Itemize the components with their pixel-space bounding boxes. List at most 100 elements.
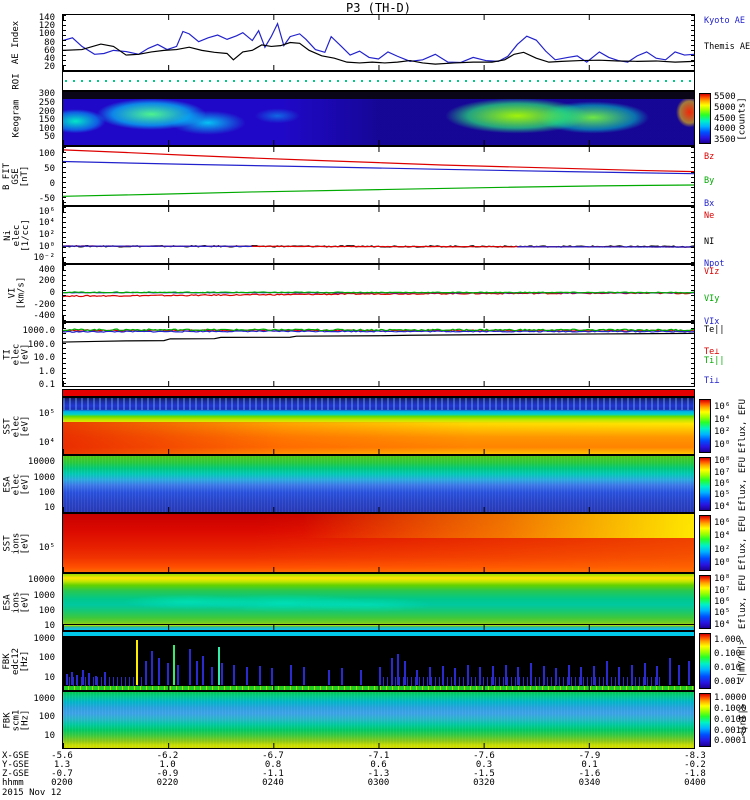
legend-npot: Npot (704, 259, 725, 269)
burst-spike (397, 653, 400, 686)
density-line-plot (63, 207, 694, 263)
fbk1-y-tick-labels: 1000 100 10 (0, 631, 58, 691)
xaxis-value: -5.6 (51, 751, 73, 761)
esa-e-bottom-ticks (63, 507, 694, 512)
tick-label: 50 (44, 163, 55, 174)
colorbar-sst-i-ticks: 10⁶ 10⁴ 10² 10⁰ (714, 515, 748, 571)
burst-spike (245, 667, 248, 686)
legend-ne: Ne (704, 211, 715, 221)
colorbar-sst-ions (699, 515, 711, 571)
xaxis-value: -1.6 (578, 769, 601, 779)
xaxis-value: -8.3 (684, 751, 706, 761)
esa-e-ylabel: ESA elec [eV] (2, 473, 31, 495)
v-right-minor-ticks (691, 265, 694, 321)
tick-label: 1000 (33, 590, 55, 601)
tick-label: 10⁶ (714, 402, 731, 413)
ae-left-minor-ticks (63, 15, 66, 70)
tick-label: 10² (714, 427, 731, 438)
burst-spike (391, 658, 394, 686)
xaxis-value: 0240 (262, 778, 284, 788)
ae-ylabel: AE Index (11, 20, 22, 65)
t-right-minor-ticks (691, 323, 694, 386)
colorbar-esa-e-unit: Eflux, EFU (738, 456, 748, 512)
xaxis-value: -1.5 (473, 769, 495, 779)
tick-label: 100 (38, 606, 55, 617)
tick-label: 10⁵ (714, 490, 731, 501)
xaxis-row-hhmm: hhmm 0200 0220 0240 0300 0320 0340 0400 (0, 778, 750, 788)
panel-fbk-edc12 (62, 631, 695, 691)
xaxis-value: -0.7 (51, 769, 73, 779)
burst-spike (454, 668, 457, 686)
quality-flag-bar (62, 389, 695, 397)
keogram-y-tick-labels: 300 250 200 150 100 50 (0, 89, 58, 146)
burst-spike (290, 665, 293, 686)
bfit-top-ticks (63, 147, 694, 152)
legend-te-perp: Te⊥ (704, 347, 720, 357)
xaxis-value: 0.6 (370, 760, 387, 770)
burst-spike (504, 665, 507, 686)
xaxis-value: 0400 (684, 778, 706, 788)
xaxis-value: -7.9 (578, 751, 601, 761)
v-ylabel-box: VI [km/s] (0, 264, 34, 322)
tick-label: -200 (33, 299, 55, 310)
sst-elec-noise-stripes (63, 398, 694, 411)
burst-spike (340, 668, 343, 686)
burst-spike (403, 660, 406, 686)
tick-label: 10000 (27, 575, 55, 586)
t-ylabel: TI elec [eV] (2, 343, 31, 366)
sst-i-y-tick-labels: 10⁵ (0, 513, 58, 573)
legend-by: By (704, 176, 715, 186)
ae-top-ticks (63, 15, 694, 20)
tick-label: 80 (44, 37, 55, 48)
page-title: P3 (TH-D) (345, 1, 412, 15)
tick-label: 0 (49, 178, 55, 189)
legend-vix: VIx (704, 317, 720, 327)
burst-spike (630, 665, 633, 686)
tick-label: 20 (44, 61, 55, 72)
tick-label: 1000 (33, 472, 55, 483)
burst-spike (81, 669, 84, 686)
tick-label: 200 (38, 106, 55, 117)
colorbar-fbk-scm1 (699, 693, 711, 747)
tick-label: 10⁴ (38, 218, 55, 229)
tick-label: 5000 (714, 102, 736, 113)
tick-label: 10² (714, 544, 731, 555)
burst-spike (104, 671, 106, 686)
ni-left-minor-ticks (63, 207, 66, 263)
series-VIz (63, 293, 694, 297)
fbk2-y-tick-labels: 1000 100 10 (0, 691, 58, 749)
v-y-tick-labels: 400 200 0 -200 -400 (0, 264, 58, 322)
v-ylabel: VI [km/s] (6, 276, 26, 310)
ae-bottom-ticks (63, 65, 694, 70)
roi-dotted-line (65, 80, 692, 83)
t-bottom-ticks (63, 381, 694, 386)
colorbar-fbk2-unit: <|nT|> (738, 703, 749, 737)
tick-label: 100.0 (27, 339, 55, 350)
panel-b-fit (62, 146, 695, 206)
fbk1-ylabel: FBK edc12 [Hz] (2, 647, 31, 675)
burst-spike (668, 658, 671, 686)
burst-spike (201, 655, 204, 686)
panel-roi (62, 71, 695, 91)
tick-label: 10⁸ (714, 456, 731, 467)
bfit-line-plot (63, 147, 694, 205)
tick-label: 10⁴ (714, 414, 731, 425)
series-Themis AE (63, 43, 694, 65)
legend-ni: NI (704, 237, 715, 247)
keogram-spectrogram (63, 92, 694, 145)
burst-spike (135, 640, 138, 686)
colorbar-keogram-ticks: 5500 5000 4500 4000 3500 (714, 92, 748, 145)
burst-spike (258, 666, 261, 686)
series-Te|| (63, 333, 694, 342)
bfit-y-tick-labels: 100 50 0 -50 (0, 146, 58, 206)
tick-label: 1000 (33, 693, 55, 704)
burst-spike (378, 667, 381, 686)
ni-bottom-ticks (63, 258, 694, 263)
sst-e-ylabel-box: SST elec [eV] (0, 397, 34, 455)
tick-label: 0.100 (714, 648, 742, 659)
tick-label: 1.0000 (714, 693, 747, 704)
xaxis-header-z-gse: Z-GSE (2, 769, 30, 779)
tick-label: 10⁴ (714, 619, 731, 630)
tick-label: 10⁴ (38, 438, 55, 449)
ae-ylabel-box: AE Index (0, 14, 34, 71)
